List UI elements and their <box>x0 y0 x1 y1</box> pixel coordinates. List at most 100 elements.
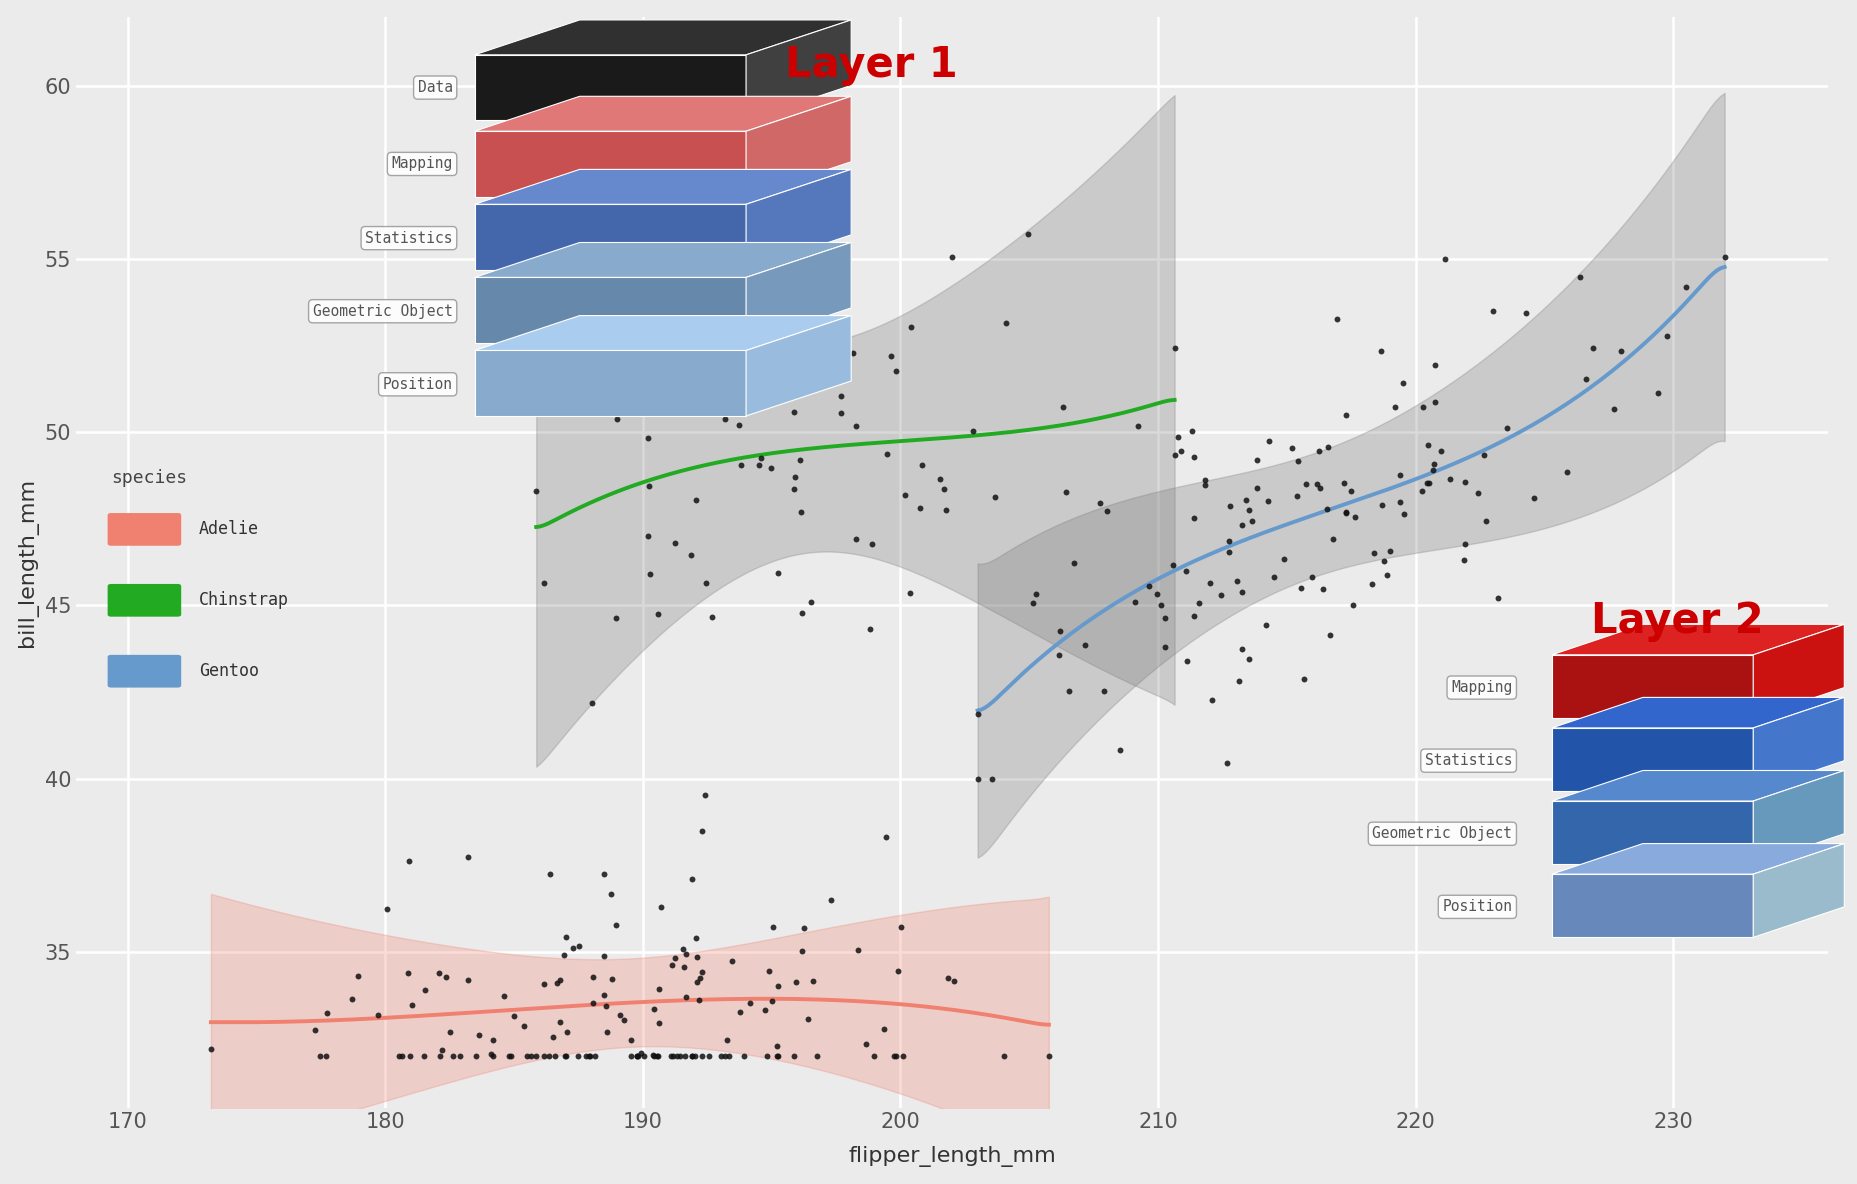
Point <box>615 1030 644 1049</box>
Text: Mapping: Mapping <box>392 156 453 172</box>
Point <box>670 1047 700 1066</box>
Point <box>1450 472 1480 491</box>
Point <box>540 1047 570 1066</box>
Point <box>800 313 830 332</box>
Polygon shape <box>1551 771 1844 802</box>
Point <box>936 247 966 266</box>
Point <box>665 1047 695 1066</box>
Text: Chinstrap: Chinstrap <box>199 591 288 610</box>
Point <box>1226 639 1255 658</box>
Point <box>1311 500 1341 519</box>
Point <box>1205 586 1235 605</box>
Point <box>1651 327 1681 346</box>
Point <box>800 372 830 391</box>
Point <box>1276 438 1305 457</box>
Point <box>825 339 854 358</box>
Point <box>496 1047 526 1066</box>
Point <box>1315 625 1344 644</box>
Point <box>1448 551 1478 570</box>
Point <box>1369 552 1398 571</box>
Point <box>1365 342 1395 361</box>
Point <box>535 864 565 883</box>
Point <box>624 1047 654 1066</box>
Point <box>962 704 992 723</box>
Point <box>622 1047 652 1066</box>
Point <box>1084 494 1114 513</box>
Point <box>477 1047 507 1066</box>
Point <box>552 1023 581 1042</box>
Text: Position: Position <box>1441 900 1512 914</box>
Polygon shape <box>1551 697 1844 728</box>
Point <box>633 477 663 496</box>
Text: Adelie: Adelie <box>199 521 258 539</box>
Point <box>522 482 552 501</box>
Point <box>754 961 784 980</box>
Point <box>659 948 689 967</box>
Point <box>529 573 559 592</box>
Point <box>605 1005 635 1024</box>
Point <box>1411 474 1441 493</box>
Point <box>1224 671 1253 690</box>
Point <box>633 527 663 546</box>
Point <box>871 828 901 847</box>
Point <box>734 993 763 1012</box>
Text: Geometric Object: Geometric Object <box>312 304 453 318</box>
Point <box>1172 651 1201 670</box>
Point <box>312 1004 342 1023</box>
Point <box>397 996 427 1015</box>
Point <box>1471 511 1500 530</box>
Point <box>1240 451 1270 470</box>
Point <box>787 942 817 961</box>
Point <box>1328 474 1357 493</box>
Point <box>542 973 572 992</box>
Point <box>410 980 440 999</box>
Point <box>596 970 626 989</box>
Point <box>680 1047 709 1066</box>
Point <box>1426 442 1456 461</box>
Point <box>1045 622 1075 641</box>
Text: species: species <box>111 469 188 488</box>
Polygon shape <box>747 316 851 416</box>
Point <box>1159 339 1188 358</box>
Point <box>1669 278 1699 297</box>
Point <box>1051 483 1081 502</box>
Point <box>754 311 784 330</box>
Point <box>854 619 884 638</box>
Point <box>461 1047 490 1066</box>
Point <box>780 468 810 487</box>
Point <box>565 937 594 955</box>
Point <box>683 991 713 1010</box>
Point <box>1708 247 1738 266</box>
Point <box>685 969 715 987</box>
Point <box>464 1027 494 1045</box>
Point <box>763 977 793 996</box>
Point <box>312 1047 342 1066</box>
Point <box>1435 470 1465 489</box>
FancyBboxPatch shape <box>108 584 182 617</box>
FancyBboxPatch shape <box>108 655 182 688</box>
Point <box>516 1047 546 1066</box>
Point <box>1159 445 1188 464</box>
Point <box>758 918 787 937</box>
Point <box>396 1047 425 1066</box>
Point <box>529 1047 559 1066</box>
Point <box>578 993 607 1012</box>
Point <box>786 502 815 521</box>
Point <box>1018 594 1047 613</box>
Point <box>1268 549 1298 568</box>
Point <box>1058 554 1088 573</box>
Point <box>591 997 620 1016</box>
Point <box>644 1014 674 1032</box>
Point <box>409 1047 438 1066</box>
Point <box>539 1028 568 1047</box>
Point <box>711 1030 741 1049</box>
Polygon shape <box>747 243 851 343</box>
Point <box>839 529 869 548</box>
Point <box>1133 577 1162 596</box>
Point <box>1413 474 1443 493</box>
Point <box>498 1006 527 1025</box>
Point <box>1034 1047 1064 1066</box>
Point <box>992 314 1021 333</box>
Point <box>633 429 663 448</box>
Point <box>1413 436 1443 455</box>
